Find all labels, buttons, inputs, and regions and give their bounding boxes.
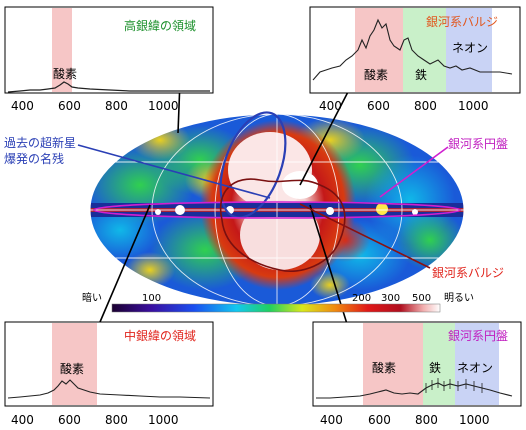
oxygen-band xyxy=(52,8,72,92)
panel-mid-latitude: 中銀緯の領域 酸素 400 600 800 1000 xyxy=(4,321,214,427)
band-label-oxygen: 酸素 xyxy=(364,67,388,82)
panel-bulge: 銀河系バルジ 酸素 鉄 ネオン 400 600 800 1000 xyxy=(309,6,521,113)
axis-tick: 400 xyxy=(11,413,34,427)
spectrum-trace xyxy=(312,18,513,81)
axis-tick: 1000 xyxy=(148,413,179,427)
panel-title: 中銀緯の領域 xyxy=(124,328,196,343)
band-label-oxygen: 酸素 xyxy=(60,361,84,376)
supernova-remnant-outline xyxy=(219,111,287,219)
galactic-bulge-label: 銀河系バルジ xyxy=(432,266,504,280)
axis-tick: 600 xyxy=(368,413,391,427)
band-label-oxygen: 酸素 xyxy=(372,360,396,375)
axis-tick: 600 xyxy=(367,99,390,113)
axis-tick: 1000 xyxy=(459,413,490,427)
axis-tick: 400 xyxy=(319,99,342,113)
colorbar-tick: 100 xyxy=(142,293,161,304)
panel-title: 銀河系バルジ xyxy=(426,15,498,29)
spectrum-errorbars xyxy=(425,378,483,393)
map-labels: 過去の超新星 爆発の名残 銀河系円盤 銀河系バルジ xyxy=(4,135,508,280)
panel-title: 銀河系円盤 xyxy=(448,329,508,343)
neon-band xyxy=(455,323,499,405)
supernova-label-line2: 爆発の名残 xyxy=(4,151,64,166)
galactic-disk-outline xyxy=(93,201,461,219)
colorbar-tick: 300 xyxy=(381,293,400,304)
axis-tick: 400 xyxy=(11,99,34,113)
galactic-disk-label: 銀河系円盤 xyxy=(448,137,508,151)
oxygen-band xyxy=(363,323,423,405)
band-label-iron: 鉄 xyxy=(429,360,441,375)
colorbar-tick: 500 xyxy=(412,293,431,304)
axis-tick: 800 xyxy=(414,99,437,113)
colorbar-bright-label: 明るい xyxy=(444,292,474,304)
galactic-bulge-outline xyxy=(219,178,346,272)
axis-tick: 400 xyxy=(320,413,343,427)
neon-band xyxy=(446,8,492,92)
axis-tick: 600 xyxy=(58,413,81,427)
axis-tick: 800 xyxy=(105,413,128,427)
band-label-oxygen: 酸素 xyxy=(53,66,77,81)
axis-tick: 1000 xyxy=(148,99,179,113)
iron-band xyxy=(423,323,455,405)
band-label-neon: ネオン xyxy=(457,361,493,375)
colorbar-dark-label: 暗い xyxy=(82,291,102,304)
band-label-neon: ネオン xyxy=(452,41,488,55)
colorbar: 暗い 100 200 300 500 明るい xyxy=(82,291,474,313)
panel-high-latitude: 高銀緯の領域 酸素 400 600 800 1000 xyxy=(4,6,214,113)
band-label-iron: 鉄 xyxy=(415,67,427,82)
colorbar-tick: 200 xyxy=(352,293,371,304)
panel-disk: 銀河系円盤 酸素 鉄 ネオン 400 600 800 1000 xyxy=(312,321,522,427)
axis-tick: 600 xyxy=(58,99,81,113)
colorbar-gradient xyxy=(111,303,441,313)
axis-tick: 800 xyxy=(105,99,128,113)
panel-title: 高銀緯の領域 xyxy=(124,18,196,33)
supernova-label-line1: 過去の超新星 xyxy=(4,135,76,150)
axis-tick: 1000 xyxy=(458,99,489,113)
spectrum-trace xyxy=(7,379,211,399)
all-sky-map xyxy=(89,111,465,307)
spectrum-trace xyxy=(7,81,210,93)
iron-band xyxy=(403,8,446,92)
axis-tick: 800 xyxy=(415,413,438,427)
